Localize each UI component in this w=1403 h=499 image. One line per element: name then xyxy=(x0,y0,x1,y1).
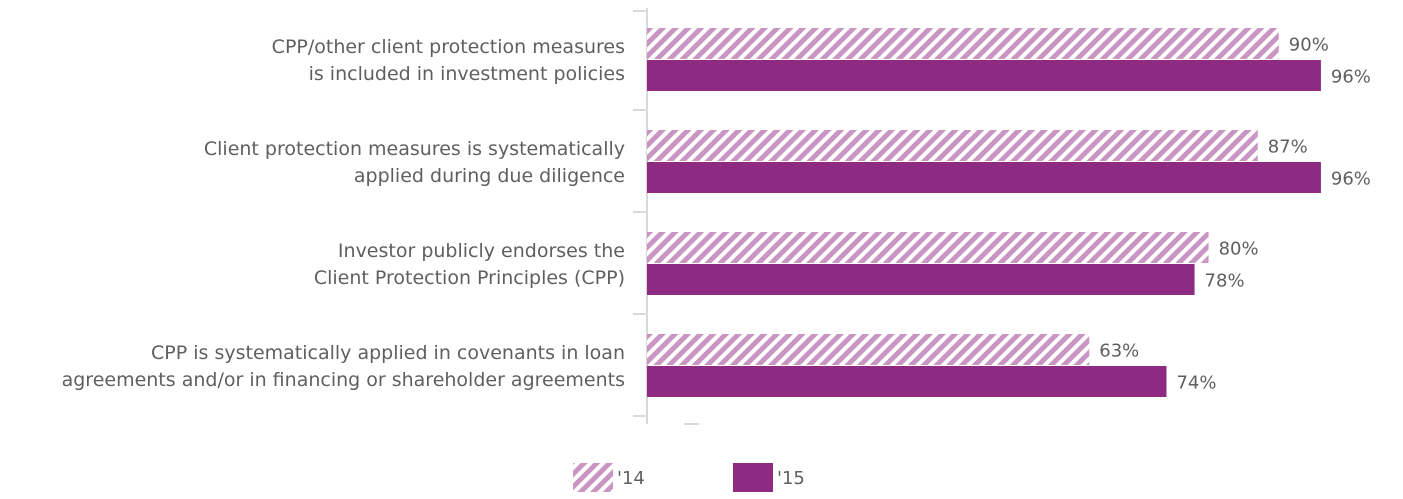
bar-2014 xyxy=(647,232,1209,263)
category-label-line: Investor publicly endorses the xyxy=(338,240,625,262)
data-label: 90% xyxy=(1289,35,1329,56)
data-label: 63% xyxy=(1099,341,1139,362)
data-label: 78% xyxy=(1205,271,1245,292)
bar-2014 xyxy=(647,334,1090,365)
category-label: Investor publicly endorses the Client Pro… xyxy=(314,240,625,289)
category-label-line: applied during due diligence xyxy=(354,165,625,187)
bar-2015 xyxy=(647,264,1195,295)
bar-2015 xyxy=(647,162,1321,193)
data-label: 96% xyxy=(1331,67,1371,88)
category-label: Client protection measures is systematic… xyxy=(204,138,625,187)
category-label: CPP/other client protection measures is i… xyxy=(272,36,625,85)
category-label-line: CPP is systematically applied in covenan… xyxy=(151,342,625,364)
data-label: 80% xyxy=(1219,239,1259,260)
bar-2014 xyxy=(647,130,1258,161)
legend-swatch-2014 xyxy=(573,463,613,492)
category-label-line: Client protection measures is systematic… xyxy=(204,138,625,160)
category-label-line: Client Protection Principles (CPP) xyxy=(314,267,625,289)
data-label: 96% xyxy=(1331,169,1371,190)
category-label-line: agreements and/or in financing or shareh… xyxy=(62,369,625,391)
category-label: CPP is systematically applied in covenan… xyxy=(62,342,625,391)
bar-2014 xyxy=(647,28,1279,59)
bar-2015 xyxy=(647,366,1167,397)
legend-swatch-2015 xyxy=(733,463,773,492)
category-label-line: CPP/other client protection measures xyxy=(272,36,625,58)
legend-label: '15 xyxy=(777,468,805,489)
bar-2015 xyxy=(647,60,1321,91)
category-label-line: is included in investment policies xyxy=(309,63,625,85)
data-label: 74% xyxy=(1176,373,1216,394)
data-label: 87% xyxy=(1268,137,1308,158)
legend-label: '14 xyxy=(617,468,645,489)
